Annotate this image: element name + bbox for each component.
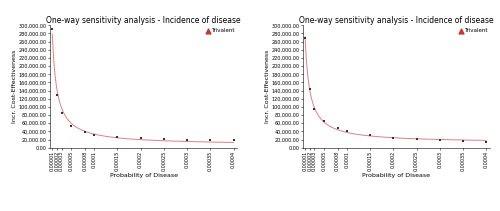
Legend: Trivalent: Trivalent [207,28,234,33]
Point [482,140,490,144]
Point [48,28,56,31]
Point [206,138,214,141]
Y-axis label: Incr. Cost-Effectiveness: Incr. Cost-Effectiveness [12,50,17,123]
Point [67,125,75,128]
Point [183,138,191,141]
Point [390,136,398,139]
Point [459,139,467,143]
Point [343,130,351,133]
Point [81,131,89,134]
Point [53,93,61,96]
Point [334,126,342,130]
Point [301,36,309,39]
Title: One-way sensitivity analysis - Incidence of disease: One-way sensitivity analysis - Incidence… [299,16,494,24]
Legend: Trivalent: Trivalent [460,28,487,33]
Point [136,137,144,140]
Point [230,138,237,142]
Point [58,111,66,115]
X-axis label: Probability of Disease: Probability of Disease [110,173,178,178]
Y-axis label: Incr. Cost-Effectiveness: Incr. Cost-Effectiveness [265,50,270,123]
Point [306,87,314,90]
Point [320,119,328,123]
Point [436,139,444,142]
Point [366,134,374,137]
Title: One-way sensitivity analysis - Incidence of disease: One-way sensitivity analysis - Incidence… [46,16,241,24]
Point [412,137,420,140]
Point [90,133,98,136]
Point [114,135,122,139]
Point [310,107,318,111]
Point [160,137,168,141]
X-axis label: Probability of Disease: Probability of Disease [362,173,430,178]
